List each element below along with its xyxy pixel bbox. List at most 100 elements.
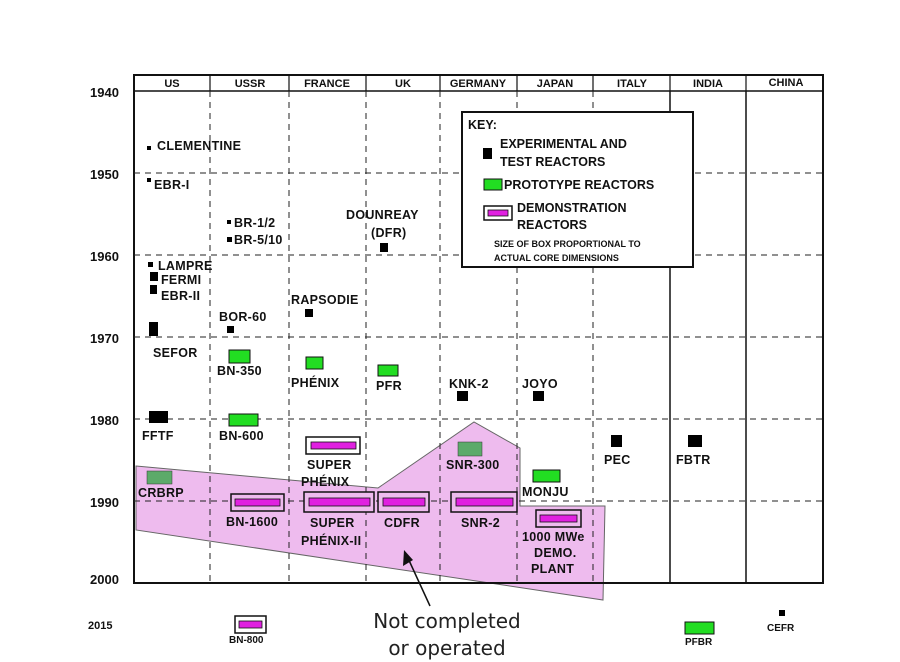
label-cdfr: CDFR — [384, 516, 420, 530]
column-header-germany: GERMANY — [450, 78, 507, 90]
year-1990: 1990 — [90, 495, 119, 510]
annotation-or-operated: or operated — [388, 636, 505, 660]
label-monju: MONJU — [522, 485, 569, 499]
label-joyo: JOYO — [522, 377, 558, 391]
label-dounreay-1: DOUNREAY — [346, 208, 419, 222]
column-header-france: FRANCE — [304, 78, 350, 90]
marker-br-1-2 — [227, 220, 231, 224]
year-1980: 1980 — [90, 413, 119, 428]
marker-1000-mwe-demo-plant — [535, 509, 582, 528]
key-demonstration-1: DEMONSTRATION — [517, 201, 627, 215]
label-super-phenix-ii-1: SUPER — [310, 516, 355, 530]
year-1940: 1940 — [90, 85, 119, 100]
label-snr-2: SNR-2 — [461, 516, 500, 530]
column-header-china: CHINA — [769, 77, 804, 89]
label-fftf: FFTF — [142, 429, 174, 443]
key-experimental-1: EXPERIMENTAL AND — [500, 137, 627, 151]
label-bn-600: BN-600 — [219, 429, 264, 443]
marker-phenix — [305, 356, 324, 370]
label-fermi: FERMI — [161, 273, 201, 287]
marker-monju — [532, 469, 561, 483]
key-demonstration-swatch — [483, 205, 513, 221]
label-lampre: LAMPRE — [158, 259, 213, 273]
column-header-ussr: USSR — [235, 78, 266, 90]
marker-pec — [611, 435, 622, 447]
year-2000: 2000 — [90, 572, 119, 587]
annotation-arrow — [403, 550, 431, 607]
label-fbtr: FBTR — [676, 453, 711, 467]
marker-clementine — [147, 146, 151, 150]
year-labels: 1940 1950 1960 1970 1980 1990 2000 2015 — [88, 85, 119, 632]
annotation-not-completed: Not completed — [373, 609, 521, 633]
marker-lampre — [148, 262, 153, 267]
marker-snr-2 — [450, 491, 518, 513]
marker-pfbr — [684, 621, 715, 635]
label-br-5-10: BR-5/10 — [234, 233, 283, 247]
marker-knk-2 — [457, 391, 468, 401]
label-bn-1600: BN-1600 — [226, 515, 278, 529]
label-dounreay-2: (DFR) — [371, 226, 407, 240]
marker-ebr-ii — [150, 285, 157, 294]
label-crbrp: CRBRP — [138, 486, 184, 500]
key-experimental-swatch — [483, 148, 492, 159]
marker-ebr-i — [147, 178, 151, 182]
label-bn-800: BN-800 — [229, 635, 264, 646]
column-header-us: US — [164, 78, 179, 90]
column-header-japan: JAPAN — [537, 78, 574, 90]
label-demo-plant-3: PLANT — [531, 562, 574, 576]
key-demonstration-2: REACTORS — [517, 218, 587, 232]
marker-bn-600 — [228, 413, 259, 427]
label-br-1-2: BR-1/2 — [234, 216, 275, 230]
marker-super-phenix — [305, 436, 361, 455]
label-clementine: CLEMENTINE — [157, 139, 241, 153]
label-super-phenix-1: SUPER — [307, 458, 352, 472]
label-super-phenix-ii-2: PHÉNIX-II — [301, 533, 361, 548]
marker-rapsodie — [305, 309, 313, 317]
marker-snr-300 — [457, 441, 483, 457]
marker-pfr — [377, 364, 399, 377]
label-demo-plant-2: DEMO. — [534, 546, 576, 560]
label-bn-350: BN-350 — [217, 364, 262, 378]
marker-cefr — [779, 610, 785, 616]
label-ebr-i: EBR-I — [154, 178, 190, 192]
label-cefr: CEFR — [767, 623, 795, 634]
marker-super-phenix-ii — [303, 491, 375, 513]
label-super-phenix-2: PHÉNIX — [301, 474, 350, 489]
column-header-india: INDIA — [693, 78, 723, 90]
label-snr-300: SNR-300 — [446, 458, 500, 472]
label-demo-plant-1: 1000 MWe — [522, 530, 585, 544]
marker-sefor — [149, 322, 158, 336]
marker-bor-60 — [227, 326, 234, 333]
label-ebr-ii: EBR-II — [161, 289, 200, 303]
marker-joyo — [533, 391, 544, 401]
marker-fftf — [149, 411, 168, 423]
key-experimental-2: TEST REACTORS — [500, 155, 605, 169]
column-header-italy: ITALY — [617, 78, 648, 90]
year-1950: 1950 — [90, 167, 119, 182]
marker-crbrp — [146, 470, 173, 485]
label-rapsodie: RAPSODIE — [291, 293, 359, 307]
key-size-note-1: SIZE OF BOX PROPORTIONAL TO — [494, 239, 641, 249]
marker-bn-800 — [234, 615, 267, 634]
key-size-note-2: ACTUAL CORE DIMENSIONS — [494, 253, 619, 263]
marker-cdfr — [377, 491, 430, 513]
key-prototype-swatch — [483, 178, 503, 191]
label-pfr: PFR — [376, 379, 402, 393]
label-sefor: SEFOR — [153, 346, 198, 360]
label-phenix: PHÉNIX — [291, 375, 340, 390]
column-header-separators — [209, 75, 747, 91]
marker-fbtr — [688, 435, 702, 447]
column-header-uk: UK — [395, 78, 411, 90]
label-bor-60: BOR-60 — [219, 310, 267, 324]
marker-fermi — [150, 272, 158, 281]
marker-bn-1600 — [230, 493, 285, 512]
year-2015: 2015 — [88, 620, 112, 632]
marker-br-5-10 — [227, 237, 232, 242]
year-1960: 1960 — [90, 249, 119, 264]
chart-frame — [133, 74, 824, 584]
legend-key: KEY: EXPERIMENTAL AND TEST REACTORS PROT… — [461, 111, 694, 268]
key-title: KEY: — [468, 118, 497, 132]
marker-dounreay — [380, 243, 388, 252]
label-pfbr: PFBR — [685, 637, 713, 648]
